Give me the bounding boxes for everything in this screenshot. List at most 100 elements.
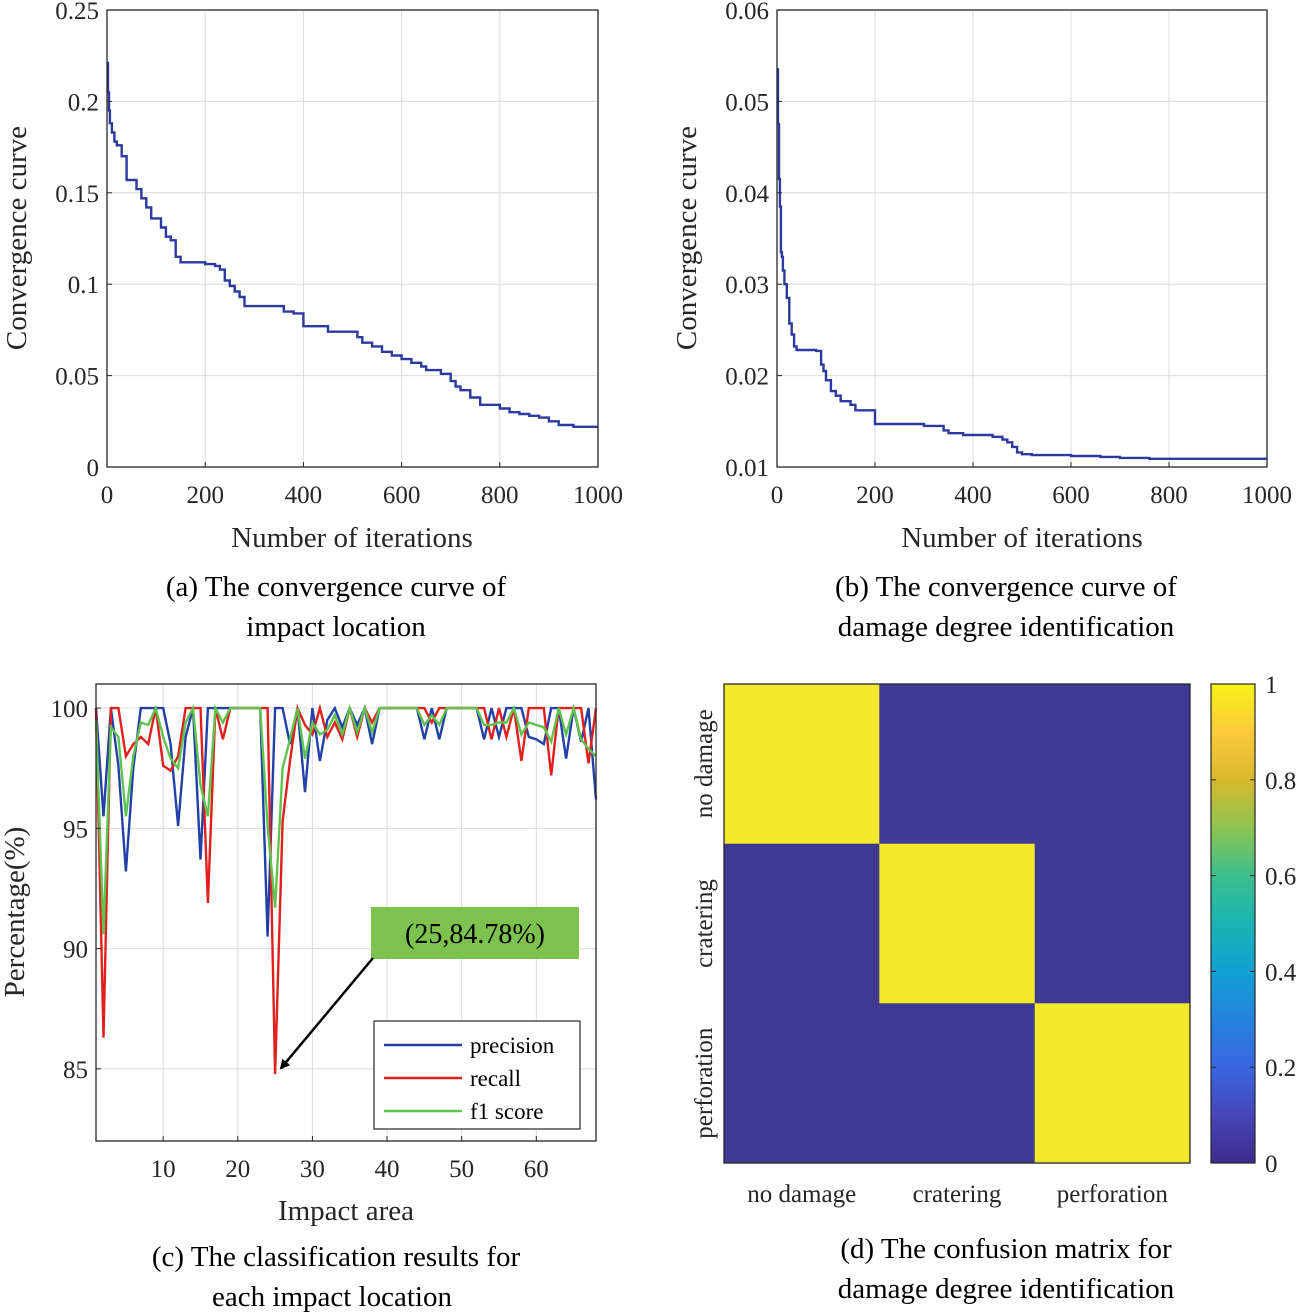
panel-c-axes-frame xyxy=(95,683,597,1142)
panel-a-grid xyxy=(106,9,599,468)
panel-c-caption-line2: each impact location xyxy=(212,1281,452,1313)
panel-b-axes-frame xyxy=(776,9,1268,468)
panel-a-convergence-line xyxy=(106,61,598,428)
matrix-cell xyxy=(1034,684,1191,845)
panel-b-ytick-label: 0.05 xyxy=(725,89,769,116)
panel-b-caption-line2: damage degree identification xyxy=(838,611,1175,643)
matrix-cell xyxy=(724,684,880,845)
panel-b-xtick-label: 1000 xyxy=(1242,482,1292,509)
colorbar-tick-label: 0.4 xyxy=(1265,959,1297,986)
panel-d-matrix-frame xyxy=(723,683,1191,1164)
panel-a-ytick-label: 0.1 xyxy=(68,272,99,299)
panel-b-ylabel: Convergence curve xyxy=(671,126,703,350)
panel-b-ytick-label: 0.04 xyxy=(725,181,769,208)
panel-c-ticks: 10 20 30 40 50 60 85 90 95 100 xyxy=(51,696,549,1183)
panel-a-ytick-label: 0.05 xyxy=(55,364,99,391)
colorbar-tick-label: 0.2 xyxy=(1265,1055,1296,1082)
panel-a-xtick-label: 800 xyxy=(481,482,519,509)
panel-c-precision-line xyxy=(94,704,598,937)
panel-c-xlabel: Impact area xyxy=(278,1195,414,1227)
matrix-cell xyxy=(879,843,1036,1004)
matrix-row-label: no damage xyxy=(691,709,718,818)
panel-d-confusion-matrix: no damage cratering perforation no damage cr… xyxy=(691,672,1297,1305)
panel-b-ticks: 0 200 400 600 800 1000 0.01 0.02 0.03 0.04 0.05 0.0… xyxy=(725,0,1292,509)
panel-d-caption-line1: (d) The confusion matrix for xyxy=(840,1233,1172,1265)
panel-d-matrix-cells xyxy=(724,684,1191,1164)
panel-c-classification: 10 20 30 40 50 60 85 90 95 100 precision recall f… xyxy=(0,683,598,1313)
panel-c-ytick-label: 95 xyxy=(63,816,88,843)
panel-b-xtick-label: 200 xyxy=(856,482,894,509)
panel-b-ytick-label: 0.02 xyxy=(725,364,769,391)
panel-a-axes-frame xyxy=(106,9,599,468)
panel-a-ytick-label: 0.15 xyxy=(55,181,99,208)
matrix-col-label: cratering xyxy=(913,1181,1002,1208)
panel-a-ytick-label: 0.25 xyxy=(55,0,99,25)
panel-b-xlabel: Number of iterations xyxy=(901,522,1143,554)
panel-c-xtick-label: 50 xyxy=(449,1156,474,1183)
panel-c-xtick-label: 20 xyxy=(225,1156,250,1183)
matrix-col-label: no damage xyxy=(747,1181,856,1208)
panel-b-xtick-label: 600 xyxy=(1052,482,1090,509)
panel-d-labels: no damage cratering perforation no damage cr… xyxy=(691,709,1168,1208)
panel-b-ytick-label: 0.03 xyxy=(725,272,769,299)
legend-recall-label: recall xyxy=(470,1066,521,1091)
annotation-text: (25,84.78%) xyxy=(405,919,545,950)
matrix-cell xyxy=(879,1003,1036,1164)
panel-a-xtick-label: 400 xyxy=(285,482,323,509)
panel-c-recall-line xyxy=(94,703,598,1075)
panel-a-xtick-label: 0 xyxy=(101,482,114,509)
matrix-cell xyxy=(1034,843,1191,1004)
colorbar-ticks: 0 0.2 0.4 0.6 0.8 1 xyxy=(1211,672,1297,1178)
matrix-cell xyxy=(1034,1003,1191,1164)
colorbar-tick-label: 0 xyxy=(1265,1151,1278,1178)
matrix-col-label: perforation xyxy=(1057,1181,1169,1208)
panel-c-annotation: (25,84.78%) xyxy=(279,907,579,1070)
panel-c-ytick-label: 100 xyxy=(51,696,89,723)
matrix-cell xyxy=(724,843,880,1004)
panel-b-grid xyxy=(776,9,1268,468)
annotation-box xyxy=(371,907,579,959)
panel-c-f1-line xyxy=(94,703,597,935)
panel-b-xtick-label: 800 xyxy=(1150,482,1188,509)
panel-b-ytick-label: 0.01 xyxy=(725,455,769,482)
panel-b-xtick-label: 0 xyxy=(771,482,784,509)
panel-c-xtick-label: 40 xyxy=(375,1156,400,1183)
matrix-cell xyxy=(879,684,1036,845)
panel-a-ylabel: Convergence curve xyxy=(1,126,33,350)
panel-a-xtick-label: 200 xyxy=(186,482,224,509)
colorbar-tick-label: 1 xyxy=(1265,672,1278,699)
panel-a-xtick-label: 1000 xyxy=(573,482,623,509)
panel-c-ytick-label: 85 xyxy=(63,1057,88,1084)
panel-b-xtick-label: 400 xyxy=(954,482,992,509)
panel-a-ytick-label: 0 xyxy=(87,455,100,482)
matrix-row-label: perforation xyxy=(691,1027,718,1139)
panel-b-ytick-label: 0.06 xyxy=(725,0,769,25)
colorbar-tick-label: 0.6 xyxy=(1265,864,1296,891)
panel-c-ylabel: Percentage(%) xyxy=(0,827,31,998)
panel-b-convergence-line xyxy=(776,68,1267,460)
legend-f1-label: f1 score xyxy=(470,1099,543,1124)
panel-a-caption-line1: (a) The convergence curve of xyxy=(166,571,507,603)
legend-precision-label: precision xyxy=(470,1033,555,1058)
panel-a-caption-line2: impact location xyxy=(246,611,426,643)
matrix-row-label: cratering xyxy=(691,879,718,968)
panel-c-ytick-label: 90 xyxy=(63,937,88,964)
panel-a-ticks: 0 200 400 600 800 1000 0 0.05 0.1 0.15 0.2 0.25 xyxy=(55,0,623,509)
panel-c-xtick-label: 10 xyxy=(151,1156,176,1183)
panel-c-caption-line1: (c) The classification results for xyxy=(152,1241,521,1273)
colorbar-tick-label: 0.8 xyxy=(1265,768,1296,795)
panel-a-xlabel: Number of iterations xyxy=(231,522,473,554)
panel-a-convergence-location: 0 200 400 600 800 1000 0 0.05 0.1 0.15 0.2 0.25 Num… xyxy=(1,0,623,643)
annotation-arrow xyxy=(279,957,374,1070)
panel-a-ytick-label: 0.2 xyxy=(68,89,99,116)
panel-b-convergence-damage: 0 200 400 600 800 1000 0.01 0.02 0.03 0.04 0.05 0.0… xyxy=(671,0,1292,643)
panel-c-xtick-label: 30 xyxy=(300,1156,325,1183)
colorbar xyxy=(1210,683,1256,1164)
panel-c-xtick-label: 60 xyxy=(524,1156,549,1183)
panel-a-xtick-label: 600 xyxy=(383,482,421,509)
panel-b-caption-line1: (b) The convergence curve of xyxy=(835,571,1177,603)
panel-c-legend: precision recall f1 score xyxy=(373,1020,581,1130)
panel-d-caption-line2: damage degree identification xyxy=(838,1273,1175,1305)
matrix-cell xyxy=(724,1003,880,1164)
